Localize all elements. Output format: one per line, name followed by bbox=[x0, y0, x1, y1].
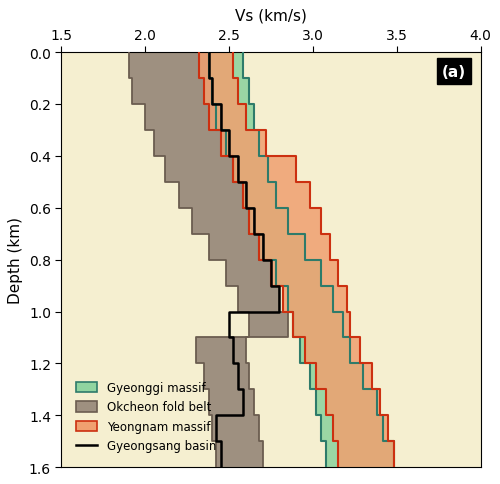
X-axis label: Vs (km/s): Vs (km/s) bbox=[235, 8, 307, 23]
Text: (a): (a) bbox=[442, 64, 466, 79]
Y-axis label: Depth (km): Depth (km) bbox=[8, 217, 24, 303]
Legend: Gyeonggi massif, Okcheon fold belt, Yeongnam massif, Gyeongsang basin: Gyeonggi massif, Okcheon fold belt, Yeon… bbox=[72, 377, 221, 457]
